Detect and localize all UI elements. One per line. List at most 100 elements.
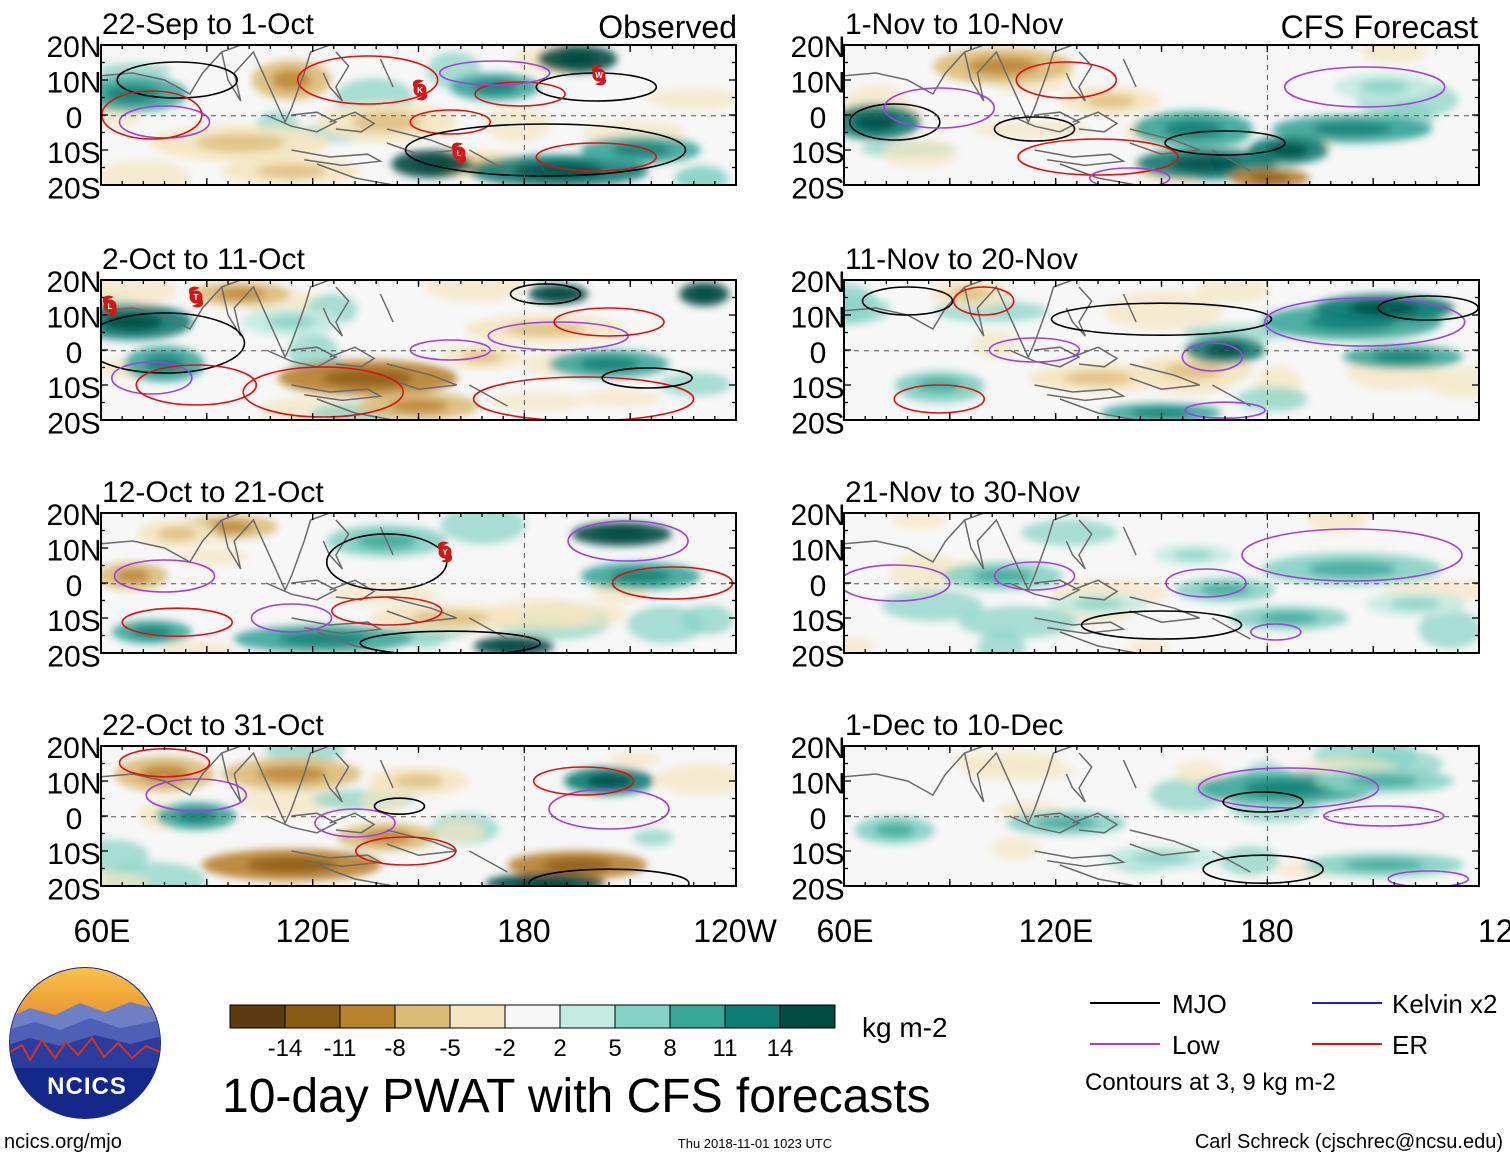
coastline [1211, 617, 1251, 640]
coastline [1122, 293, 1137, 323]
pwat-anomaly-field [101, 513, 735, 653]
colorbar-tick-label: 5 [608, 1035, 621, 1062]
coastline [322, 752, 350, 803]
colorbar-swatch [669, 1004, 726, 1029]
low-contour [548, 788, 670, 830]
coastline [220, 45, 330, 124]
colorbar-swatch [559, 1004, 616, 1029]
coastline [1072, 346, 1119, 368]
coastline [316, 398, 394, 420]
er-contour [532, 766, 635, 796]
er-contour [952, 286, 1015, 316]
lon-label: 180 [1240, 913, 1293, 949]
lat-label: 20N [790, 31, 845, 64]
panel-date-label: 21-Nov to 30-Nov [845, 476, 1080, 509]
lat-label: 0 [810, 337, 827, 370]
coastline [1008, 579, 1081, 601]
lat-label: 10S [47, 605, 100, 638]
er-contour [1017, 138, 1179, 176]
coastline [1034, 149, 1126, 167]
colorbar-swatch [394, 1004, 451, 1029]
colorbar-swatch [614, 1004, 671, 1029]
coastline [1129, 829, 1200, 856]
storm-letter: K [417, 86, 423, 95]
low-contour [113, 559, 216, 593]
mjo-contour [1222, 791, 1304, 813]
coastline [316, 163, 394, 185]
lat-label: 10N [46, 534, 101, 567]
coastline [291, 149, 383, 167]
lat-label: 10N [790, 66, 845, 99]
lat-label: 0 [810, 570, 827, 603]
coastline [1008, 111, 1081, 133]
low-contour [487, 321, 630, 351]
coastline [220, 746, 330, 825]
coastline [386, 363, 457, 390]
legend-low-label: Low [1172, 1030, 1220, 1060]
lat-label: 10S [791, 137, 844, 170]
colorbar-tick-label: -11 [324, 1035, 357, 1062]
mjo-contour [1080, 610, 1243, 640]
lat-label: 20S [791, 874, 844, 907]
coastline [963, 746, 1073, 825]
lat-label: 20N [46, 732, 101, 765]
lon-label: 120W [693, 913, 777, 949]
colorbar: -14 -11 -8 -5 -2 2 5 8 11 14 kg m-2 [229, 1004, 948, 1062]
footer-url[interactable]: ncics.org/mjo [4, 1131, 122, 1153]
low-contour [438, 60, 551, 86]
lat-label: 20S [791, 173, 844, 206]
pwat-anomaly-field [844, 45, 1459, 185]
coastline [322, 51, 350, 102]
low-contour [883, 87, 996, 129]
coastline [322, 519, 350, 570]
lat-label: 10S [791, 605, 844, 638]
mjo-contour [528, 868, 690, 886]
low-contour [1241, 528, 1463, 582]
coastline [1059, 163, 1137, 185]
coastline [468, 850, 508, 873]
coastline [379, 293, 394, 323]
lon-label: 120E [276, 913, 351, 949]
tropical-storm-icon: L [102, 295, 118, 317]
pwat-anomaly-field [101, 280, 732, 420]
low-contour [111, 361, 193, 395]
coastline [1072, 111, 1119, 133]
lat-label: 0 [810, 102, 827, 135]
tropical-storm-icon: T [188, 286, 204, 308]
er-contour [330, 596, 443, 626]
mjo-contour [359, 630, 542, 653]
panel-date-label: 1-Nov to 10-Nov [845, 8, 1063, 41]
panel-date-label: 1-Dec to 10-Dec [845, 709, 1063, 742]
coastline [1059, 398, 1137, 420]
legend-mjo-label: MJO [1172, 989, 1227, 1019]
lat-label: 20N [790, 266, 845, 299]
coastline [963, 513, 1073, 592]
low-contour [409, 339, 492, 361]
coastline [220, 513, 330, 592]
panel-date-label: 11-Nov to 20-Nov [845, 243, 1078, 276]
lat-label: 20N [790, 499, 845, 532]
low-contour [1322, 805, 1445, 827]
forecast-label: CFS Forecast [1281, 9, 1478, 45]
colorbar-swatch [724, 1004, 781, 1029]
coastline [963, 280, 1073, 359]
coastline [1059, 864, 1137, 886]
colorbar-tick-label: 8 [663, 1035, 676, 1062]
er-contour [893, 384, 986, 414]
lat-label: 10S [47, 372, 100, 405]
coastline [1211, 850, 1251, 873]
pwat-anomaly-field [844, 513, 1479, 653]
coastline [291, 850, 383, 868]
mjo-contour [1050, 302, 1273, 337]
storm-letter: L [108, 302, 113, 311]
lat-label: 20N [790, 732, 845, 765]
lat-label: 20S [47, 408, 100, 441]
coastline [265, 812, 338, 834]
low-contour [1250, 623, 1302, 641]
pwat-anomaly-field [854, 746, 1464, 878]
colorbar-tick-label: -2 [494, 1035, 515, 1062]
coastline [265, 346, 338, 368]
er-contour [296, 55, 439, 105]
coastline [329, 111, 376, 133]
